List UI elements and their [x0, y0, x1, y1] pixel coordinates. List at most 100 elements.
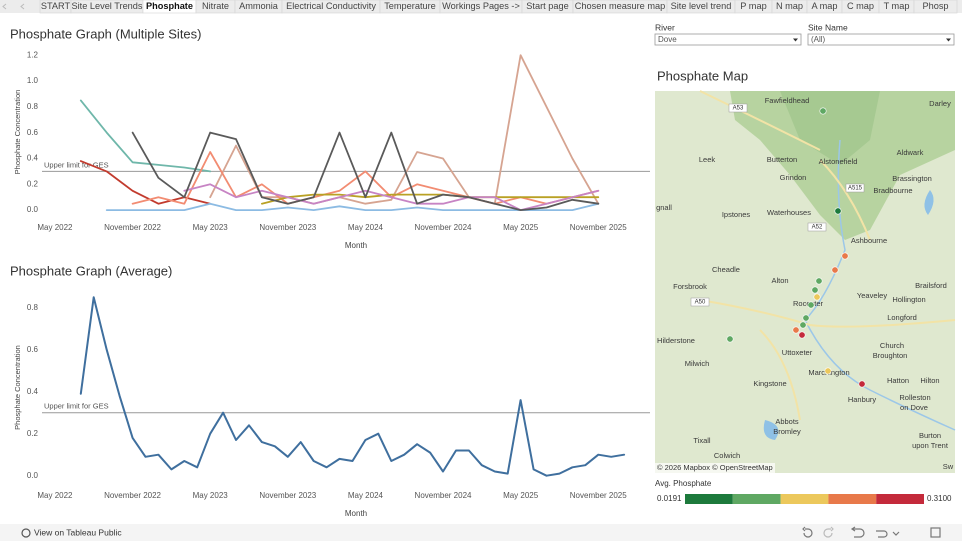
map-place: Colwich [714, 451, 740, 460]
road-label: A53 [733, 106, 744, 112]
tab-label[interactable]: START [41, 1, 71, 11]
tab-label[interactable]: Phosphate [146, 1, 193, 11]
tab-label[interactable]: A map [811, 1, 837, 11]
dropdown-arrow[interactable] [793, 38, 798, 42]
tab-label[interactable]: T map [884, 1, 910, 11]
tab-label[interactable]: Start page [526, 1, 568, 11]
map-place: Hatton [887, 376, 909, 385]
map-site[interactable] [815, 277, 823, 285]
y-tick-label: 1.0 [27, 76, 39, 85]
map-site[interactable] [726, 335, 734, 343]
tab-label[interactable]: Workings Pages -> [442, 1, 520, 11]
filter-dropdown[interactable] [807, 33, 955, 46]
tab-label[interactable]: Site Level Trends [72, 1, 143, 11]
map-place: Hanbury [848, 395, 877, 404]
tab-label[interactable]: N map [776, 1, 803, 11]
map-place: Leek [699, 155, 716, 164]
map-site[interactable] [819, 107, 827, 115]
legend-min: 0.0191 [657, 494, 682, 503]
legend-max: 0.3100 [927, 494, 952, 503]
map-place: Aldwark [897, 148, 924, 157]
footer-link[interactable]: View on Tableau Public [34, 527, 122, 537]
lake [763, 420, 779, 440]
map-site[interactable] [792, 326, 800, 334]
map-place: Yeaveley [857, 291, 887, 300]
park-area [730, 91, 955, 240]
tab-label[interactable]: Electrical Conductivity [286, 1, 376, 11]
tab-label[interactable]: Nitrate [202, 1, 229, 11]
map-site[interactable] [811, 286, 819, 294]
tab-label[interactable]: P map [740, 1, 766, 11]
road-shield [728, 103, 748, 113]
data-line [261, 193, 600, 205]
map-place: Darley [929, 99, 951, 108]
x-tick-label: May 2023 [193, 491, 229, 500]
map-place: Hilton [920, 376, 939, 385]
map-title: Phosphate Map [657, 68, 748, 83]
map-site[interactable] [858, 380, 866, 388]
y-tick-label: 0.2 [27, 179, 39, 188]
attribution-bg [655, 463, 775, 473]
x-tick-label: November 2025 [570, 491, 627, 500]
data-line [209, 54, 600, 205]
x-tick-label: November 2022 [104, 223, 161, 232]
tab[interactable] [913, 0, 958, 14]
toolbar-icons[interactable] [802, 526, 941, 538]
lake [924, 190, 934, 215]
map-place: Sw [943, 462, 954, 471]
y-tick-label: 0.2 [27, 429, 39, 438]
x-tick-label: May 2025 [503, 491, 539, 500]
y-tick-label: 0.6 [27, 345, 39, 354]
map-site[interactable] [813, 293, 821, 301]
tab-label[interactable]: Temperature [384, 1, 436, 11]
filter-value[interactable]: Dove [658, 35, 677, 44]
y-axis-title: Phosphate Concentration [13, 345, 22, 430]
road-label: A52 [812, 225, 823, 231]
map-place: Brassington [892, 174, 932, 183]
tab-label[interactable]: Phosp [922, 1, 948, 11]
reference-label: Upper limit for GES [44, 402, 109, 411]
map-place: Hollington [892, 295, 925, 304]
map-place: on Dove [900, 403, 928, 412]
road-label: A515 [848, 186, 863, 192]
x-tick-label: November 2023 [259, 491, 316, 500]
map-place: Alstonefield [819, 157, 858, 166]
tableau-icon [21, 528, 31, 538]
road-shield [845, 183, 865, 193]
footer-bar [0, 524, 962, 541]
filter-label: River [655, 22, 675, 32]
filter-dropdown[interactable] [654, 33, 802, 46]
map-place: Alton [771, 276, 788, 285]
map-site[interactable] [802, 314, 810, 322]
map-site[interactable] [824, 367, 832, 375]
map-place: Milwich [685, 359, 710, 368]
y-tick-label: 1.2 [27, 50, 39, 59]
dropdown-arrow[interactable] [946, 38, 951, 42]
tab-label[interactable]: Chosen measure map [575, 1, 665, 11]
map-site[interactable] [798, 331, 806, 339]
tab-label[interactable]: Site level trend [671, 1, 732, 11]
map-site[interactable] [799, 321, 807, 329]
road-shield [690, 297, 710, 307]
map[interactable] [655, 90, 956, 473]
map-site[interactable] [841, 252, 849, 260]
tab-label[interactable]: Ammonia [239, 1, 279, 11]
map-site[interactable] [807, 301, 815, 309]
chart-title: Phosphate Graph (Average) [10, 263, 172, 278]
filter-label: Site Name [808, 22, 848, 32]
data-line [79, 296, 626, 477]
x-tick-label: May 2022 [37, 223, 73, 232]
filter-value[interactable]: (All) [811, 35, 826, 44]
map-attribution: © 2026 Mapbox © OpenStreetMap [657, 463, 773, 472]
map-place: Church [880, 341, 904, 350]
map-place: Uttoxeter [782, 348, 813, 357]
map-site[interactable] [834, 207, 842, 215]
map-place: gnall [656, 203, 672, 212]
legend-swatch [876, 494, 924, 504]
tab-label[interactable]: C map [847, 1, 874, 11]
map-place: Butterton [767, 155, 797, 164]
map-site[interactable] [831, 266, 839, 274]
map-place: Broughton [873, 351, 908, 360]
tab-scroll-arrows[interactable] [2, 3, 25, 10]
park-area [780, 91, 880, 165]
